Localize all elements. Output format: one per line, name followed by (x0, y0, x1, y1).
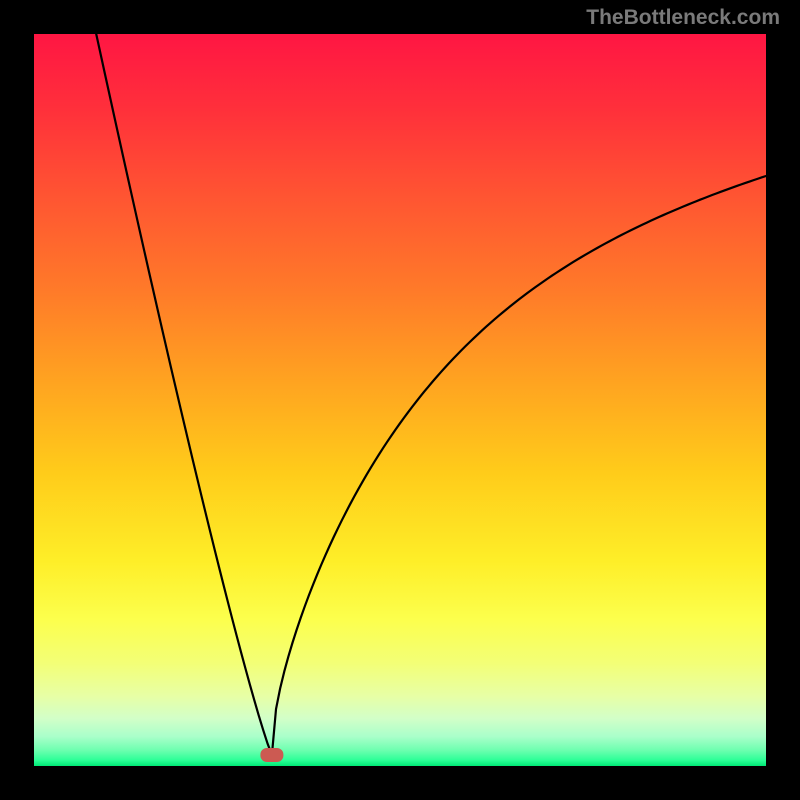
plot-gradient-background (34, 34, 766, 766)
chart-container: TheBottleneck.com (0, 0, 800, 800)
bottleneck-chart (0, 0, 800, 800)
optimal-point-marker (261, 749, 283, 762)
watermark-text: TheBottleneck.com (586, 6, 780, 30)
